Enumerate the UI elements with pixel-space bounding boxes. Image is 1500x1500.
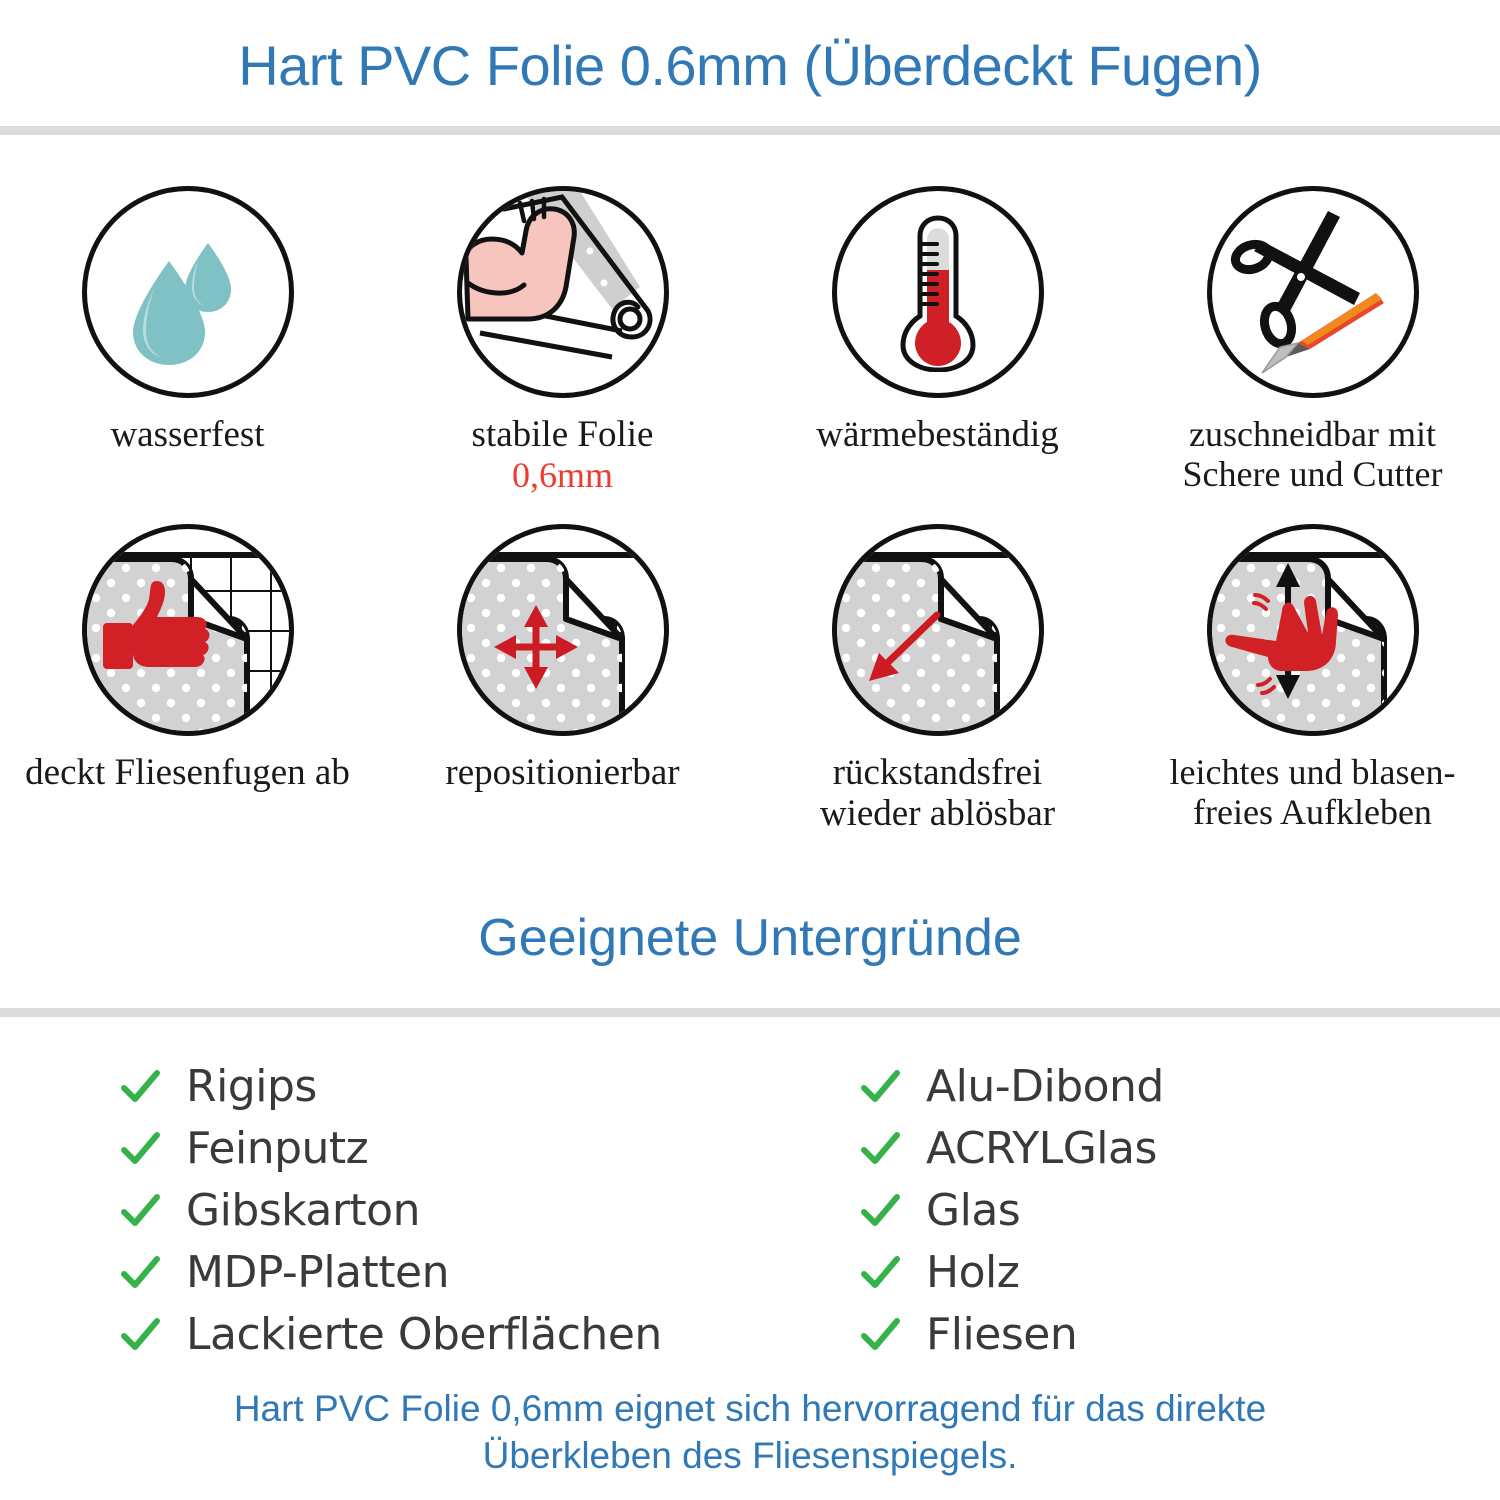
- substrate-label: Fliesen: [926, 1309, 1078, 1360]
- substrate-label: ACRYLGlas: [926, 1123, 1157, 1174]
- hand-smoothing-film-icon: [1211, 529, 1414, 731]
- feature-leichtes-aufkleben: leichtes und blasen- freies Aufkleben: [1125, 523, 1500, 835]
- substrate-column-left: Rigips Feinputz Gibskarton MDP-Platten L…: [120, 1058, 860, 1364]
- feature-grid: wasserfest: [0, 186, 1500, 835]
- list-item: ACRYLGlas: [860, 1120, 1500, 1178]
- substrate-label: Lackierte Oberflächen: [186, 1309, 662, 1360]
- icon-circle: [456, 186, 669, 398]
- substrate-label: Rigips: [186, 1061, 317, 1112]
- check-icon: [121, 1256, 160, 1288]
- check-icon: [121, 1318, 160, 1350]
- feature-caption: leichtes und blasen- freies Aufkleben: [1169, 751, 1456, 833]
- peel-arrow-film-icon: [836, 529, 1039, 731]
- feature-sub-caption: 0,6mm: [511, 455, 613, 496]
- list-item: Fliesen: [860, 1306, 1500, 1364]
- check-icon: [861, 1132, 900, 1164]
- substrate-label: Feinputz: [186, 1123, 369, 1174]
- feature-repositionierbar: repositionierbar: [375, 523, 750, 835]
- footer-note: Hart PVC Folie 0,6mm eignet sich hervorr…: [233, 1388, 1267, 1477]
- feature-caption: stabile Folie: [471, 414, 654, 455]
- feature-caption: deckt Fliesenfugen ab: [25, 751, 350, 793]
- page-title: Hart PVC Folie 0.6mm (Überdeckt Fugen): [238, 33, 1262, 97]
- check-icon: [861, 1318, 900, 1350]
- icon-circle: [831, 523, 1044, 736]
- feature-stabile-folie: stabile Folie 0,6mm: [375, 186, 750, 496]
- list-item: MDP-Platten: [120, 1244, 860, 1302]
- list-item: Rigips: [120, 1058, 860, 1116]
- feature-zuschneidbar: zuschneidbar mit Schere und Cutter: [1125, 186, 1500, 496]
- substrate-label: Holz: [926, 1247, 1020, 1298]
- substrate-label: MDP-Platten: [186, 1247, 449, 1298]
- feature-caption: repositionierbar: [445, 751, 680, 793]
- list-item: Holz: [860, 1244, 1500, 1302]
- feature-caption: rückstandsfrei wieder ablösbar: [819, 751, 1056, 835]
- list-item: Glas: [860, 1182, 1500, 1240]
- section-heading-geeignete-untergruende: Geeignete Untergründe: [478, 909, 1022, 967]
- icon-circle: [1206, 186, 1419, 398]
- four-way-arrow-film-icon: [461, 529, 664, 731]
- check-icon: [861, 1070, 900, 1102]
- feature-rueckstandsfrei: rückstandsfrei wieder ablösbar: [750, 523, 1125, 835]
- icon-circle: [1206, 523, 1419, 736]
- divider-mid: [0, 1008, 1500, 1017]
- check-icon: [121, 1132, 160, 1164]
- check-icon: [861, 1256, 900, 1288]
- list-item: Lackierte Oberflächen: [120, 1306, 860, 1364]
- list-item: Feinputz: [120, 1120, 860, 1178]
- substrate-label: Alu-Dibond: [926, 1061, 1164, 1112]
- flexing-arm-film-icon: [462, 191, 664, 393]
- icon-circle: [81, 523, 294, 736]
- icon-circle: [81, 186, 294, 398]
- feature-wasserfest: wasserfest: [0, 186, 375, 496]
- thumbs-up-tile-grid-icon: [86, 529, 289, 731]
- feature-deckt-fliesenfugen: deckt Fliesenfugen ab: [0, 523, 375, 835]
- scissors-cutter-icon: [1228, 207, 1398, 377]
- list-item: Alu-Dibond: [860, 1058, 1500, 1116]
- water-drops-icon: [113, 217, 263, 367]
- substrate-column-right: Alu-Dibond ACRYLGlas Glas Holz Fliesen: [860, 1058, 1500, 1364]
- divider-top: [0, 126, 1500, 135]
- check-icon: [121, 1194, 160, 1226]
- check-icon: [861, 1194, 900, 1226]
- feature-caption: zuschneidbar mit Schere und Cutter: [1182, 414, 1443, 495]
- substrate-label: Glas: [926, 1185, 1021, 1236]
- icon-circle: [831, 186, 1044, 398]
- check-icon: [121, 1070, 160, 1102]
- list-item: Gibskarton: [120, 1182, 860, 1240]
- substrate-label: Gibskarton: [186, 1185, 421, 1236]
- feature-waermebestaendig: wärmebeständig: [750, 186, 1125, 496]
- icon-circle: [456, 523, 669, 736]
- feature-caption: wärmebeständig: [816, 414, 1059, 455]
- thermometer-icon: [893, 212, 983, 372]
- feature-caption: wasserfest: [110, 414, 265, 455]
- title-band: Hart PVC Folie 0.6mm (Überdeckt Fugen): [0, 0, 1500, 130]
- substrate-list: Rigips Feinputz Gibskarton MDP-Platten L…: [0, 1058, 1500, 1364]
